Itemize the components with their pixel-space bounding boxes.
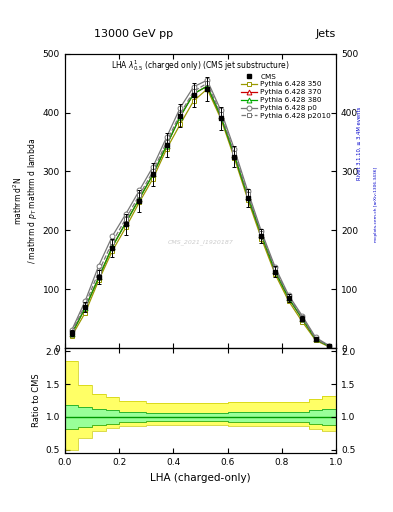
- Y-axis label: mathrm d$^2$N
/ mathrm d $p_T$ mathrm d lambda: mathrm d$^2$N / mathrm d $p_T$ mathrm d …: [11, 138, 39, 264]
- Text: 13000 GeV pp: 13000 GeV pp: [94, 29, 173, 39]
- Text: CMS_2021_I1920187: CMS_2021_I1920187: [167, 239, 233, 245]
- Text: LHA $\lambda^{1}_{0.5}$ (charged only) (CMS jet substructure): LHA $\lambda^{1}_{0.5}$ (charged only) (…: [111, 58, 290, 73]
- X-axis label: LHA (charged-only): LHA (charged-only): [150, 473, 251, 482]
- Y-axis label: Ratio to CMS: Ratio to CMS: [33, 374, 41, 428]
- Text: Rivet 3.1.10, ≥ 3.4M events: Rivet 3.1.10, ≥ 3.4M events: [357, 106, 362, 180]
- Text: mcplots.cern.ch [arXiv:1306.3436]: mcplots.cern.ch [arXiv:1306.3436]: [375, 167, 378, 242]
- Text: Jets: Jets: [316, 29, 336, 39]
- Legend: CMS, Pythia 6.428 350, Pythia 6.428 370, Pythia 6.428 380, Pythia 6.428 p0, Pyth: CMS, Pythia 6.428 350, Pythia 6.428 370,…: [240, 72, 332, 120]
